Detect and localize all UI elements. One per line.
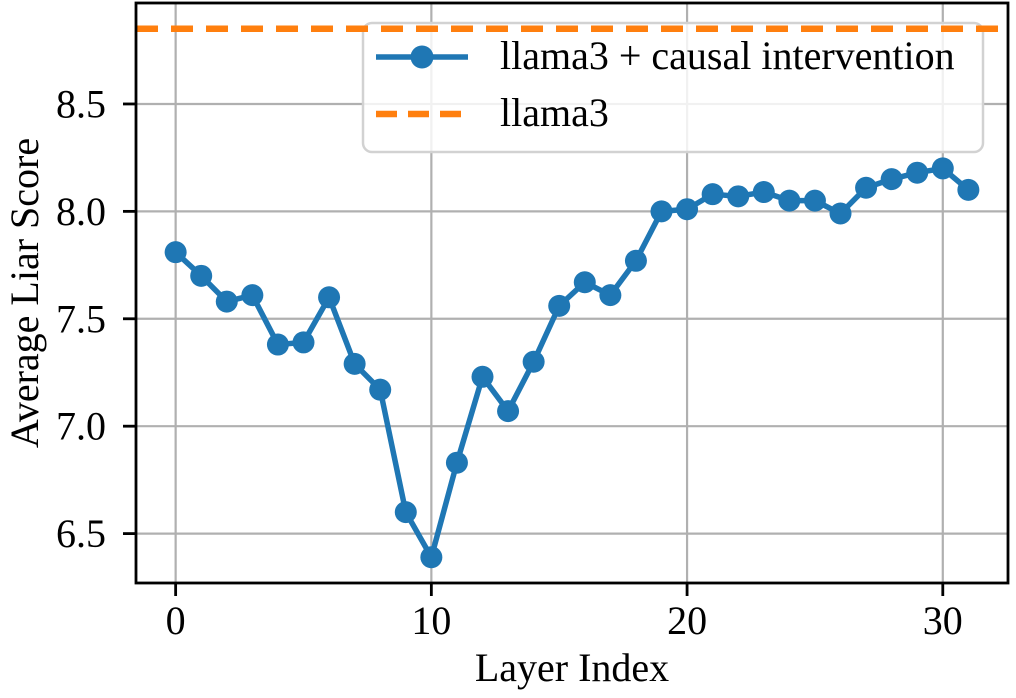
data-point-marker	[931, 157, 954, 180]
data-point-marker	[906, 161, 929, 184]
y-tick-label: 7.0	[56, 404, 106, 449]
x-tick-label: 0	[166, 598, 186, 643]
legend-entry-label-intervention: llama3 + causal intervention	[500, 33, 955, 79]
y-tick-label: 6.5	[56, 511, 106, 556]
data-point-marker	[241, 284, 264, 307]
data-point-marker	[752, 181, 775, 204]
data-point-marker	[394, 501, 417, 524]
legend-key-marker-intervention	[410, 45, 434, 69]
data-point-marker	[292, 331, 315, 354]
x-tick-label: 30	[923, 598, 963, 643]
data-point-marker	[624, 249, 647, 272]
data-point-marker	[599, 284, 622, 307]
y-tick-label: 8.0	[56, 189, 106, 234]
data-point-marker	[215, 290, 238, 313]
data-point-marker	[727, 185, 750, 208]
data-point-marker	[880, 168, 903, 191]
data-point-marker	[803, 189, 826, 212]
x-tick-label: 10	[411, 598, 451, 643]
series-line-intervention	[172, 165, 972, 560]
legend-entry-label-llama3: llama3	[500, 90, 609, 136]
y-axis-title: Average Liar Score	[2, 137, 47, 449]
data-point-marker	[522, 350, 545, 373]
data-point-marker	[369, 378, 392, 401]
data-point-marker	[573, 271, 596, 294]
axes-spine	[134, 1, 1010, 585]
data-point-marker	[855, 176, 878, 199]
y-tick-label: 7.5	[56, 296, 106, 341]
data-point-marker	[650, 200, 673, 223]
data-point-marker	[343, 352, 366, 375]
data-point-marker	[420, 546, 443, 569]
legend-box	[361, 21, 985, 154]
data-point-marker	[318, 286, 341, 309]
data-point-marker	[471, 365, 494, 388]
data-point-marker	[701, 183, 724, 206]
data-point-marker	[829, 202, 852, 225]
x-tick-label: 20	[667, 598, 707, 643]
data-point-marker	[164, 241, 187, 264]
data-point-marker	[676, 198, 699, 221]
data-point-marker	[266, 333, 289, 356]
y-tick-label: 8.5	[56, 81, 106, 126]
data-point-marker	[190, 264, 213, 287]
data-point-marker	[957, 178, 980, 201]
data-point-marker	[497, 400, 520, 423]
x-axis-title: Layer Index	[474, 645, 670, 690]
data-point-marker	[445, 451, 468, 474]
data-point-marker	[778, 189, 801, 212]
data-point-marker	[548, 294, 571, 317]
